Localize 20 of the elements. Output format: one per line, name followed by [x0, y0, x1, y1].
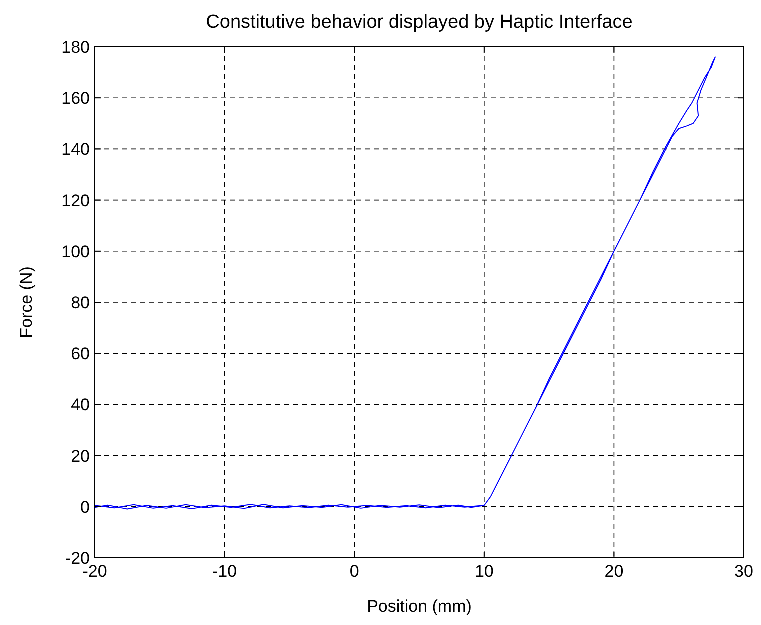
y-tick-label: 100 — [62, 242, 90, 262]
y-tick-label: 0 — [80, 498, 90, 517]
chart-title: Constitutive behavior displayed by Haptic Interface — [206, 12, 633, 33]
y-tick-label: 20 — [71, 446, 90, 466]
y-tick-label: 60 — [71, 344, 90, 364]
x-tick-label: -10 — [212, 562, 238, 581]
y-tick-label: 180 — [62, 38, 90, 57]
y-tick-label: -20 — [65, 548, 90, 568]
y-tick-label: 80 — [71, 293, 90, 312]
x-axis-title: Position (mm) — [367, 597, 472, 616]
x-tick-label: 20 — [604, 562, 624, 581]
x-tick-label: 0 — [350, 562, 360, 581]
x-tick-label: 10 — [474, 562, 494, 581]
y-axis-title: Force (N) — [17, 266, 36, 338]
y-tick-label: 160 — [62, 89, 90, 108]
y-tick-label: 40 — [71, 396, 90, 415]
x-tick-label: 30 — [734, 562, 754, 581]
y-tick-label: 140 — [62, 140, 90, 160]
line-series — [94, 56, 716, 510]
y-tick-label: 120 — [62, 191, 90, 210]
